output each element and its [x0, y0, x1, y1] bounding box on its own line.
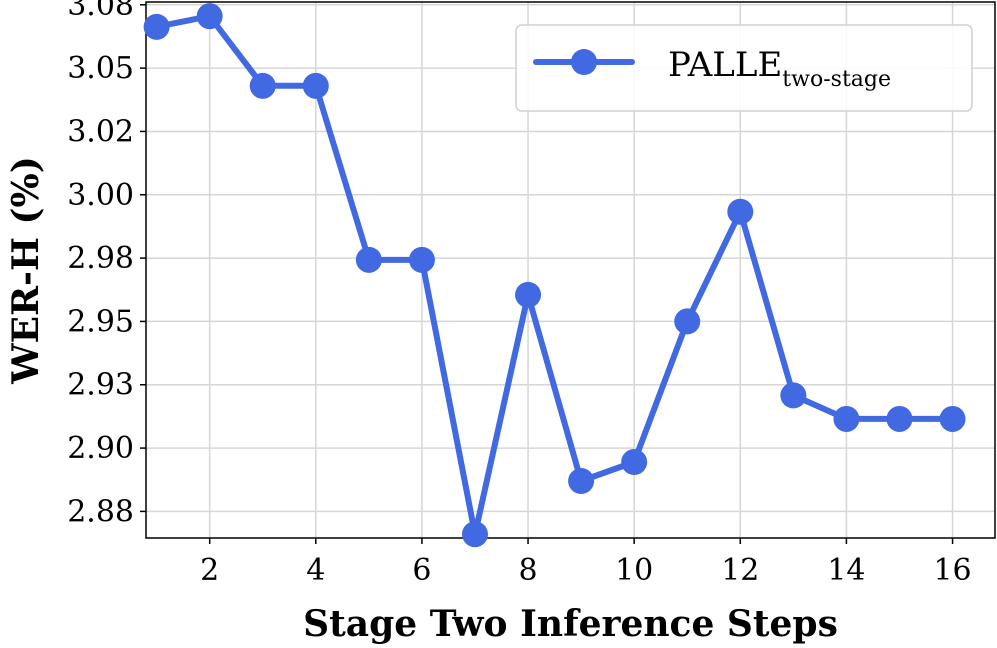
data-point — [408, 246, 435, 273]
x-tick-label: 6 — [412, 553, 431, 588]
x-tick-label: 2 — [200, 553, 219, 588]
legend-marker-swatch — [571, 49, 597, 75]
data-point — [886, 405, 913, 432]
data-point — [302, 72, 329, 99]
data-point — [196, 3, 223, 30]
legend-box — [515, 24, 973, 112]
legend-series-subscript: two-stage — [782, 67, 891, 92]
legend-series-name: PALLE — [668, 45, 782, 85]
y-tick-label: 2.98 — [67, 241, 134, 276]
legend-label: PALLEtwo-stage — [668, 45, 891, 92]
series-group — [143, 3, 966, 548]
data-point — [780, 382, 807, 409]
series-line — [153, 13, 956, 538]
data-point — [461, 521, 488, 548]
y-tick-label: 2.95 — [67, 304, 134, 339]
x-tick-label: 10 — [615, 553, 653, 588]
data-point — [355, 246, 382, 273]
data-point — [833, 405, 860, 432]
x-tick-label: 12 — [721, 553, 759, 588]
x-axis: 2 4 6 8 10 12 14 16 — [200, 538, 972, 588]
x-axis-title: Stage Two Inference Steps — [303, 603, 838, 645]
y-axis: 2.88 2.90 2.93 2.95 2.98 3.00 3.02 3.05 3.08 — [67, 0, 146, 529]
x-tick-label: 16 — [933, 553, 971, 588]
x-tick-label: 8 — [519, 553, 538, 588]
data-point — [727, 198, 754, 225]
y-tick-label: 3.00 — [67, 178, 134, 213]
data-point — [674, 308, 701, 335]
data-point — [939, 405, 966, 432]
data-point — [249, 72, 276, 99]
y-tick-label: 3.02 — [67, 114, 134, 149]
x-tick-label: 14 — [827, 553, 865, 588]
y-tick-label: 3.05 — [67, 51, 134, 86]
y-axis-title: WER-H (%) — [5, 156, 47, 385]
x-tick-label: 4 — [306, 553, 325, 588]
plot-area — [145, 1, 996, 539]
data-point — [515, 281, 542, 308]
y-tick-label: 2.88 — [67, 494, 134, 529]
legend: PALLEtwo-stage — [515, 24, 973, 112]
y-tick-label: 2.93 — [67, 368, 134, 403]
data-point — [621, 449, 648, 476]
data-point — [568, 468, 595, 495]
data-point — [143, 13, 170, 40]
y-tick-label: 2.90 — [67, 431, 134, 466]
y-tick-label: 3.08 — [67, 0, 134, 23]
